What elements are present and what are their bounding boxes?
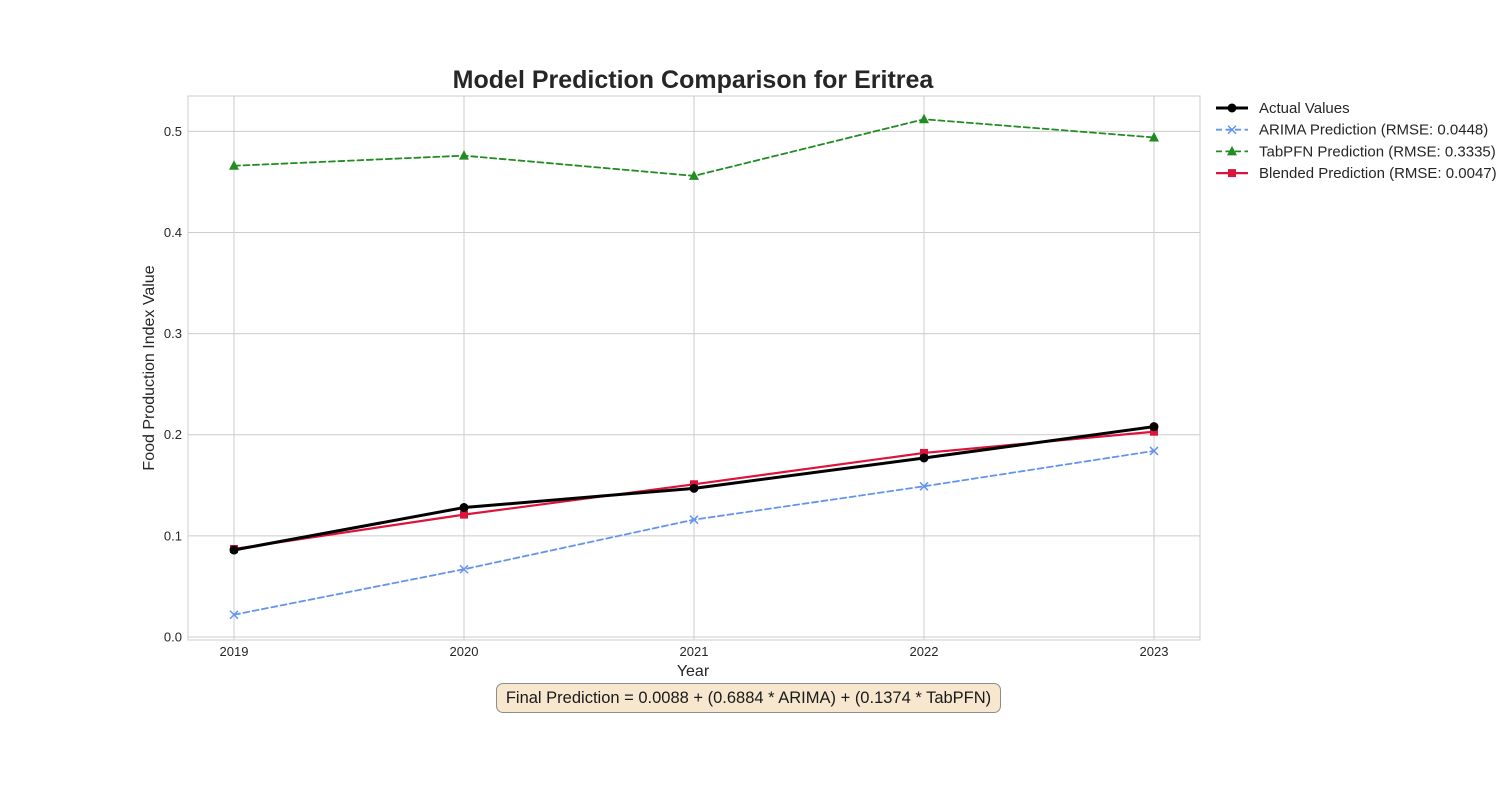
legend-label: TabPFN Prediction (RMSE: 0.3335) bbox=[1259, 143, 1496, 160]
data-point bbox=[459, 564, 469, 574]
x-tick-label: 2021 bbox=[680, 644, 709, 659]
legend: Actual Values ARIMA Prediction (RMSE: 0.0… bbox=[1216, 100, 1497, 182]
data-point bbox=[919, 453, 929, 463]
data-point bbox=[229, 545, 239, 555]
data-point bbox=[460, 510, 468, 519]
y-axis-label: Food Production Index Value bbox=[141, 265, 158, 470]
data-point bbox=[459, 503, 469, 513]
series-layer bbox=[229, 113, 1159, 620]
legend-item: TabPFN Prediction (RMSE: 0.3335) bbox=[1216, 143, 1496, 160]
axis-ticks: 0.0 0.1 0.2 0.3 0.4 0.5 2019 2020 2021 2022 2023 bbox=[164, 124, 1169, 659]
data-point bbox=[920, 448, 928, 457]
legend-marker bbox=[1227, 125, 1237, 135]
grid bbox=[188, 96, 1200, 640]
y-tick-label: 0.2 bbox=[164, 427, 182, 442]
x-tick-label: 2023 bbox=[1140, 644, 1169, 659]
y-tick-label: 0.5 bbox=[164, 124, 182, 139]
legend-marker bbox=[1227, 145, 1237, 156]
legend-item: Actual Values bbox=[1216, 100, 1350, 117]
data-point bbox=[229, 160, 239, 170]
data-point bbox=[919, 113, 929, 124]
legend-marker bbox=[1228, 169, 1236, 178]
data-point bbox=[919, 481, 929, 491]
data-point bbox=[689, 515, 699, 525]
x-tick-label: 2022 bbox=[910, 644, 939, 659]
legend-item: Blended Prediction (RMSE: 0.0047) bbox=[1216, 165, 1497, 182]
plot-frame bbox=[187, 95, 1201, 641]
data-point bbox=[1149, 446, 1159, 456]
data-point bbox=[229, 610, 239, 620]
series-2 bbox=[229, 113, 1159, 180]
formula-annotation: Final Prediction = 0.0088 + (0.6884 * AR… bbox=[496, 683, 1001, 713]
formula-text: Final Prediction = 0.0088 + (0.6884 * AR… bbox=[505, 688, 992, 707]
x-tick-label: 2019 bbox=[220, 644, 249, 659]
data-point bbox=[1149, 131, 1159, 142]
y-tick-label: 0.3 bbox=[164, 326, 182, 341]
y-tick-label: 0.1 bbox=[164, 528, 182, 543]
data-point bbox=[689, 483, 699, 493]
chart-title: Model Prediction Comparison for Eritrea bbox=[453, 66, 935, 94]
series-1 bbox=[229, 446, 1159, 620]
legend-label: Actual Values bbox=[1259, 100, 1350, 117]
legend-label: Blended Prediction (RMSE: 0.0047) bbox=[1259, 165, 1497, 182]
x-tick-label: 2020 bbox=[450, 644, 479, 659]
data-point bbox=[689, 170, 699, 180]
data-point bbox=[459, 150, 469, 160]
x-axis-label: Year bbox=[677, 663, 710, 680]
y-tick-label: 0.4 bbox=[164, 225, 182, 240]
legend-label: ARIMA Prediction (RMSE: 0.0448) bbox=[1259, 122, 1488, 139]
legend-item: ARIMA Prediction (RMSE: 0.0448) bbox=[1216, 122, 1488, 139]
y-tick-label: 0.0 bbox=[164, 629, 182, 644]
data-point bbox=[1150, 427, 1158, 436]
series-0 bbox=[229, 422, 1159, 555]
legend-marker bbox=[1227, 103, 1237, 113]
data-point bbox=[1149, 422, 1159, 432]
